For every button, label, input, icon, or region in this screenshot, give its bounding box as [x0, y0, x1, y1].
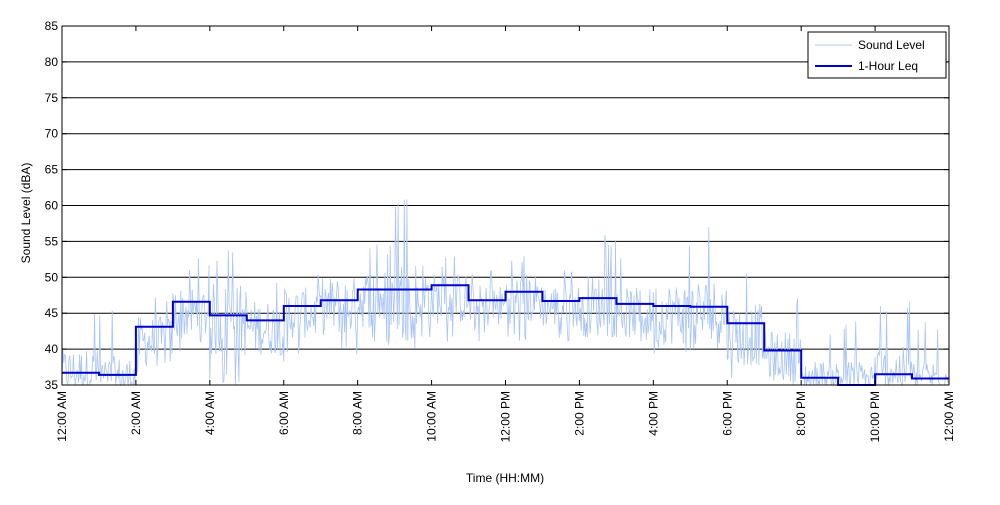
legend-label-1-hour-leq: 1-Hour Leq — [858, 59, 918, 73]
legend: Sound Level 1-Hour Leq — [807, 31, 947, 79]
x-tick-label-18: 6:00 PM — [720, 391, 734, 436]
y-tick-label-75: 75 — [45, 91, 59, 105]
y-tick-label-65: 65 — [45, 163, 59, 177]
x-tick-label-8: 8:00 AM — [351, 391, 365, 435]
y-tick-label-35: 35 — [45, 378, 59, 392]
y-tick-label-60: 60 — [45, 199, 59, 213]
x-tick-label-14: 2:00 PM — [572, 391, 586, 436]
axes-layer: 35 40 45 50 55 60 65 70 75 80 85 12:00 AM 2:00 AM 4:0… — [45, 19, 956, 442]
y-tick-label-50: 50 — [45, 270, 59, 284]
legend-box — [807, 31, 947, 79]
x-tick-label-22: 10:00 PM — [868, 391, 882, 442]
y-tick-label-45: 45 — [45, 306, 59, 320]
x-tick-label-10: 10:00 AM — [425, 391, 439, 442]
legend-label-sound-level: Sound Level — [858, 38, 925, 52]
series-1-hour-leq-step — [62, 284, 949, 386]
grid-layer — [62, 26, 949, 385]
series-sound-level-line — [61, 199, 949, 387]
x-tick-label-20: 8:00 PM — [794, 391, 808, 436]
y-tick-label-85: 85 — [45, 19, 59, 33]
x-tick-label-24: 12:00 AM — [942, 391, 956, 442]
x-tick-label-12: 12:00 PM — [499, 391, 513, 442]
y-tick-label-80: 80 — [45, 55, 59, 69]
y-tick-label-55: 55 — [45, 234, 59, 248]
y-tick-label-70: 70 — [45, 127, 59, 141]
x-tick-label-6: 6:00 AM — [277, 391, 291, 435]
x-tick-label-2: 2:00 AM — [129, 391, 143, 435]
x-axis-label: Time (HH:MM) — [466, 471, 544, 485]
plot-layer — [61, 199, 949, 387]
y-tick-label-40: 40 — [45, 342, 59, 356]
x-tick-label-0: 12:00 AM — [55, 391, 69, 442]
y-axis-label: Sound Level (dBA) — [19, 163, 33, 264]
x-tick-label-4: 4:00 AM — [203, 391, 217, 435]
x-tick-label-16: 4:00 PM — [646, 391, 660, 436]
